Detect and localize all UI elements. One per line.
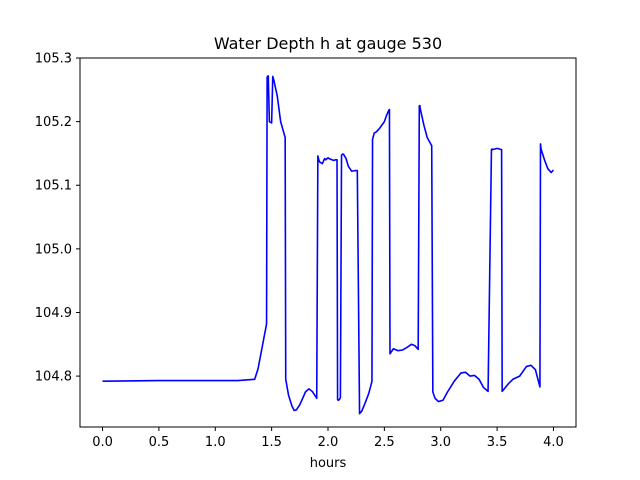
- x-tick-label: 0.5: [149, 435, 170, 450]
- x-tick-label: 2.0: [318, 435, 339, 450]
- y-axis: 104.8 104.9 105.0 105.1 105.2 105.3: [35, 52, 80, 385]
- x-tick-label: 0.0: [92, 435, 113, 450]
- y-tick-label: 104.8: [35, 370, 72, 385]
- y-tick-label: 105.1: [35, 179, 72, 194]
- plot-area: [102, 75, 555, 415]
- y-tick-label: 105.3: [35, 52, 72, 67]
- y-tick-label: 105.0: [35, 242, 72, 257]
- chart-title: Water Depth h at gauge 530: [214, 34, 442, 53]
- x-tick-label: 2.5: [374, 435, 395, 450]
- x-tick-label: 4.0: [543, 435, 564, 450]
- x-tick-label: 1.0: [205, 435, 226, 450]
- x-tick-label: 1.5: [261, 435, 282, 450]
- y-tick-label: 104.9: [35, 306, 72, 321]
- x-tick-label: 3.5: [487, 435, 508, 450]
- x-axis-label: hours: [310, 456, 347, 471]
- x-tick-label: 3.0: [430, 435, 451, 450]
- series-line-0: [102, 75, 555, 415]
- y-tick-label: 105.2: [35, 115, 72, 130]
- x-axis: 0.0 0.5 1.0 1.5 2.0 2.5 3.0 3.5 4.0: [92, 427, 564, 450]
